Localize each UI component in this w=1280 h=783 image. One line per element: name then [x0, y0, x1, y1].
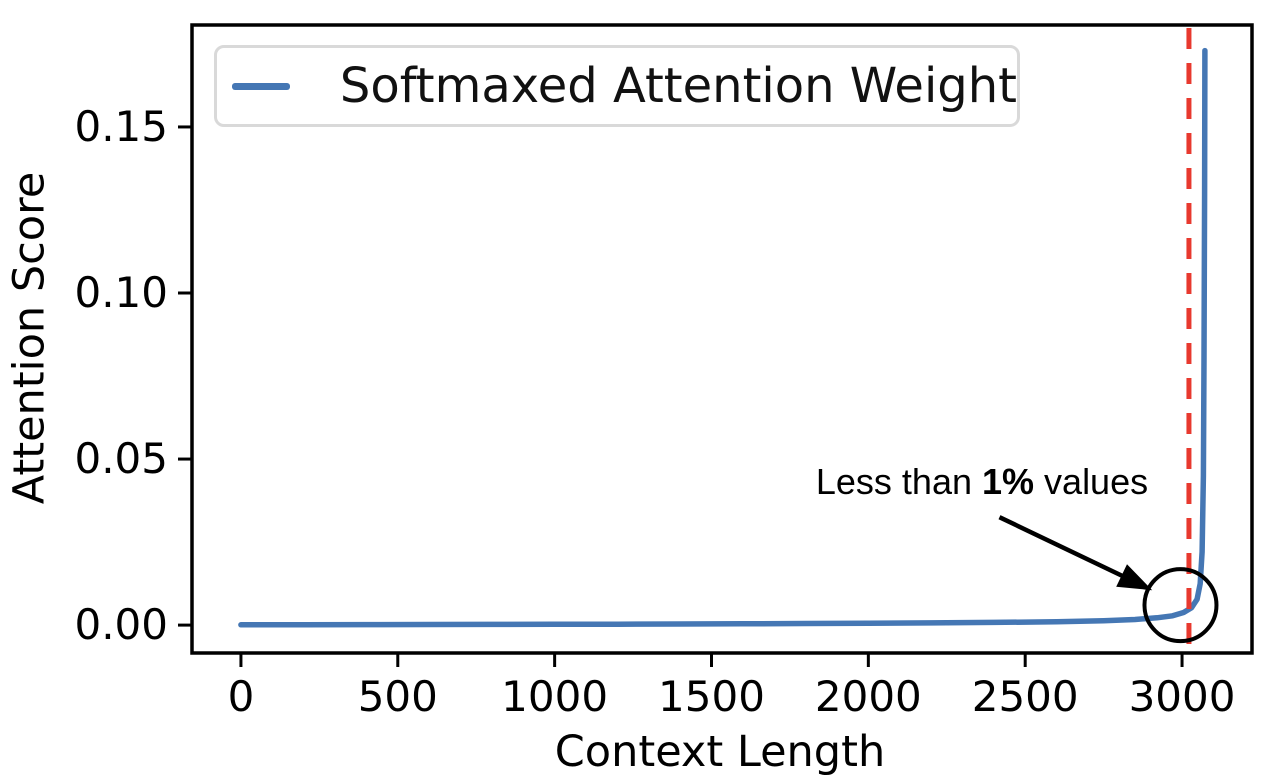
- highlight-circle: [1142, 567, 1219, 644]
- legend-line-sample: [232, 82, 290, 90]
- plot-frame: [190, 23, 1254, 655]
- y-tick-label: 0.00: [74, 600, 168, 650]
- annotation-suffix: values: [1034, 461, 1149, 502]
- annotation-text: Less than 1% values: [816, 461, 1148, 503]
- x-tick-label: 1500: [658, 672, 765, 721]
- attention-curve: [238, 47, 1208, 628]
- annotation-arrow-head: [1116, 564, 1153, 591]
- annotation-bold: 1%: [982, 461, 1035, 502]
- x-tick-label: 1000: [501, 672, 609, 721]
- y-tick-label: 0.05: [74, 434, 168, 484]
- y-axis-title: Attention Score: [4, 171, 55, 505]
- legend: Softmaxed Attention Weight: [214, 45, 1020, 127]
- annotation-arrow-line: [998, 515, 1128, 581]
- legend-label: Softmaxed Attention Weight: [339, 58, 1017, 114]
- y-tick-label: 0.15: [74, 101, 168, 151]
- x-tick-label: 3000: [1128, 672, 1236, 721]
- y-tick-label: 0.10: [74, 268, 168, 317]
- annotation-prefix: Less than: [815, 461, 983, 502]
- x-tick-label: 2000: [814, 672, 922, 721]
- x-axis-title: Context Length: [554, 727, 886, 777]
- x-tick-label: 0: [227, 672, 255, 721]
- x-tick-label: 500: [357, 672, 438, 721]
- x-tick-label: 2500: [971, 672, 1079, 721]
